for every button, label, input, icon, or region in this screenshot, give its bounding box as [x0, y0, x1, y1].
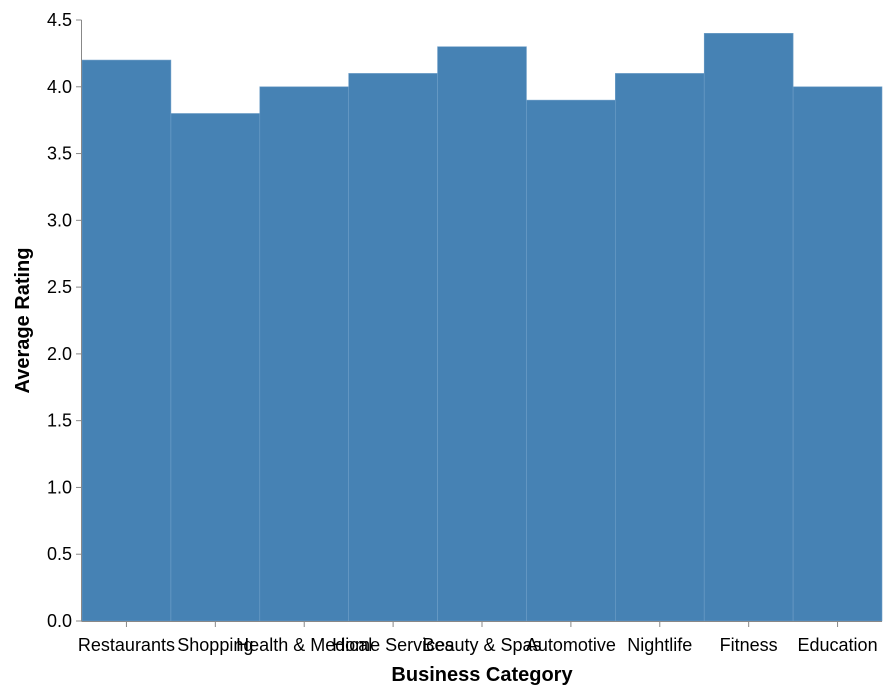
y-tick-label: 4.0: [47, 77, 72, 97]
bar-restaurants: [81, 59, 172, 622]
y-tick-label: 3.5: [47, 144, 72, 164]
bar-automotive: [526, 99, 616, 622]
x-tick-label: Beauty & Spas: [422, 635, 541, 655]
y-tick-label: 2.0: [47, 344, 72, 364]
y-tick-label: 0.0: [47, 611, 72, 631]
y-axis-title: Average Rating: [12, 248, 34, 394]
bar-shopping: [170, 113, 261, 622]
bar-beauty-spas: [437, 46, 527, 622]
bar-home-services: [348, 73, 438, 622]
bar-fitness: [703, 33, 794, 622]
y-tick-label: 1.0: [47, 477, 72, 497]
x-tick-label: Shopping: [177, 635, 253, 655]
bars-group: [81, 33, 883, 622]
x-tick-label: Restaurants: [78, 635, 175, 655]
x-tick-label: Automotive: [526, 635, 616, 655]
y-tick-label: 1.5: [47, 411, 72, 431]
bar-health-medical: [259, 86, 349, 622]
y-tick-label: 0.5: [47, 544, 72, 564]
x-tick-label: Health & Medical: [236, 635, 372, 655]
bar-education: [792, 86, 883, 622]
x-tick-label: Nightlife: [627, 635, 692, 655]
x-axis-title: Business Category: [391, 664, 573, 686]
y-tick-label: 3.0: [47, 210, 72, 230]
x-tick-label: Education: [798, 635, 878, 655]
y-axis: 0.0 0.5 1.0 1.5 2.0 2.5 3.0 3.5 4.0 4.5: [47, 10, 82, 631]
bar-nightlife: [615, 73, 705, 622]
y-tick-label: 2.5: [47, 277, 72, 297]
x-tick-label: Home Services: [332, 635, 454, 655]
y-tick-label: 4.5: [47, 10, 72, 30]
x-tick-label: Fitness: [720, 635, 778, 655]
